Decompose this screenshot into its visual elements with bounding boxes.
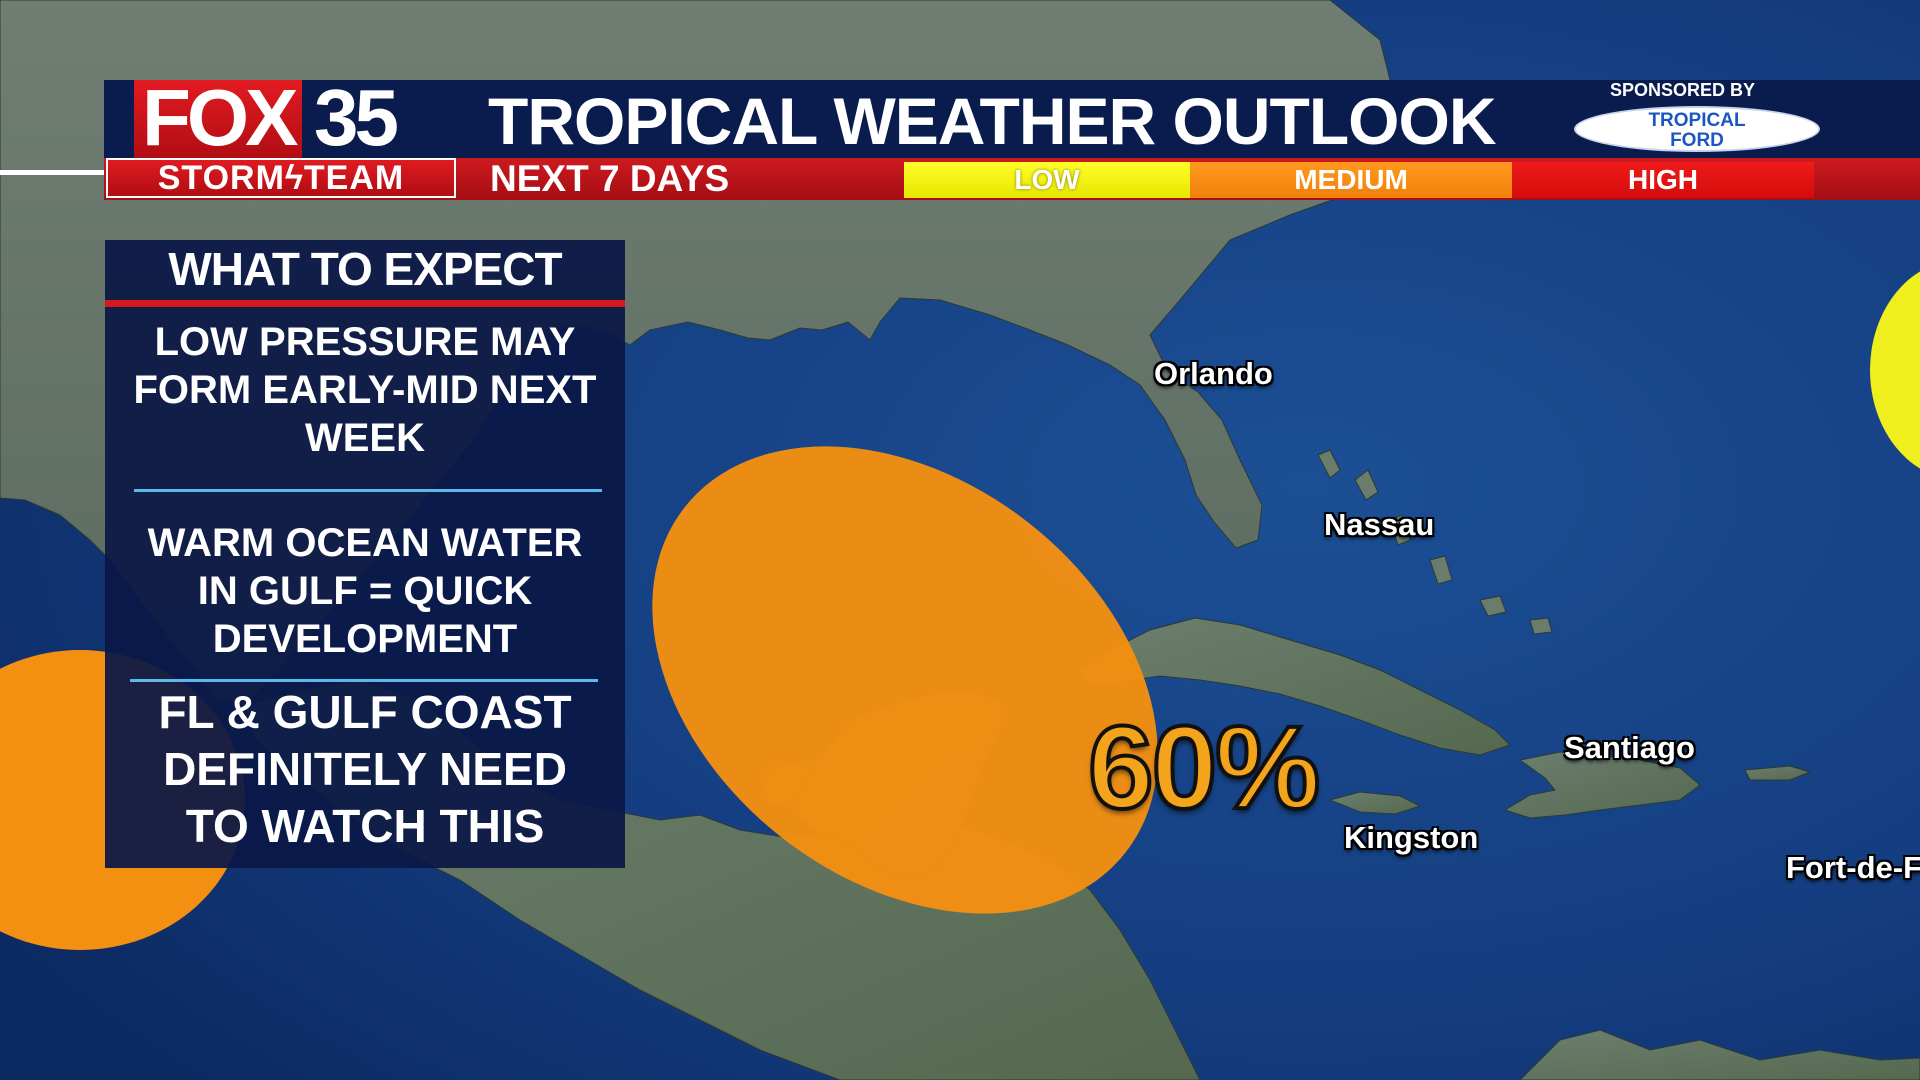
city-label-nassau: Nassau [1324,507,1435,542]
city-label-santiago: Santiago [1564,730,1695,765]
fox-logo-number: 35 [314,73,399,162]
outlook-area-atlantic [1870,271,1920,469]
outlook-area-gulf [652,446,1158,914]
storm-team-label: STORMϟTEAM [106,158,456,198]
header-subtitle: NEXT 7 DAYS [490,158,730,199]
legend-high: HIGH [1512,162,1814,198]
panel-divider-2 [130,679,598,682]
panel-heading-rule [105,300,625,307]
legend-medium: MEDIUM [1190,162,1512,198]
land-hispaniola [1503,751,1701,819]
team-label: TEAM [303,159,405,197]
divider-line [0,170,106,175]
what-to-expect-panel [105,240,625,868]
panel-item-2: WARM OCEAN WATER IN GULF = QUICK DEVELOP… [147,521,583,661]
sponsor-label: SPONSORED BY [1610,80,1756,100]
sponsor-name-line2: FORD [1670,130,1724,151]
fox-logo-text: FOX [142,73,298,162]
lightning-bolt-icon: ϟ [284,159,304,197]
legend-low: LOW [904,162,1190,198]
sponsor-logo: TROPICAL FORD [1574,106,1820,152]
land-jamaica [1328,791,1422,815]
city-label-fort-de-france: Fort-de-F [1786,850,1920,885]
land-cuba [1079,617,1511,756]
panel-item-1: LOW PRESSURE MAY FORM EARLY-MID NEXT WEE… [133,320,597,460]
storm-label: STORM [157,159,285,197]
storm-team-box [106,158,456,198]
panel-heading: WHAT TO EXPECT [168,243,562,295]
city-label-kingston: Kingston [1344,820,1479,855]
panel-item-3: FL & GULF COAST DEFINITELY NEED TO WATCH… [158,686,572,852]
panel-divider-1 [134,489,602,492]
land-bahamas [1317,449,1553,635]
sponsor-name-line1: TROPICAL [1648,110,1746,131]
sponsor-logo-text: TROPICAL FORD [1576,108,1818,151]
fox-logo-box [134,80,302,158]
land-puerto-rico [1744,765,1812,781]
city-label-orlando: Orlando [1154,356,1273,391]
outlook-percentage: 60% [1086,700,1322,836]
header-title: TROPICAL WEATHER OUTLOOK [488,84,1497,158]
land-south-america [1519,1029,1920,1080]
